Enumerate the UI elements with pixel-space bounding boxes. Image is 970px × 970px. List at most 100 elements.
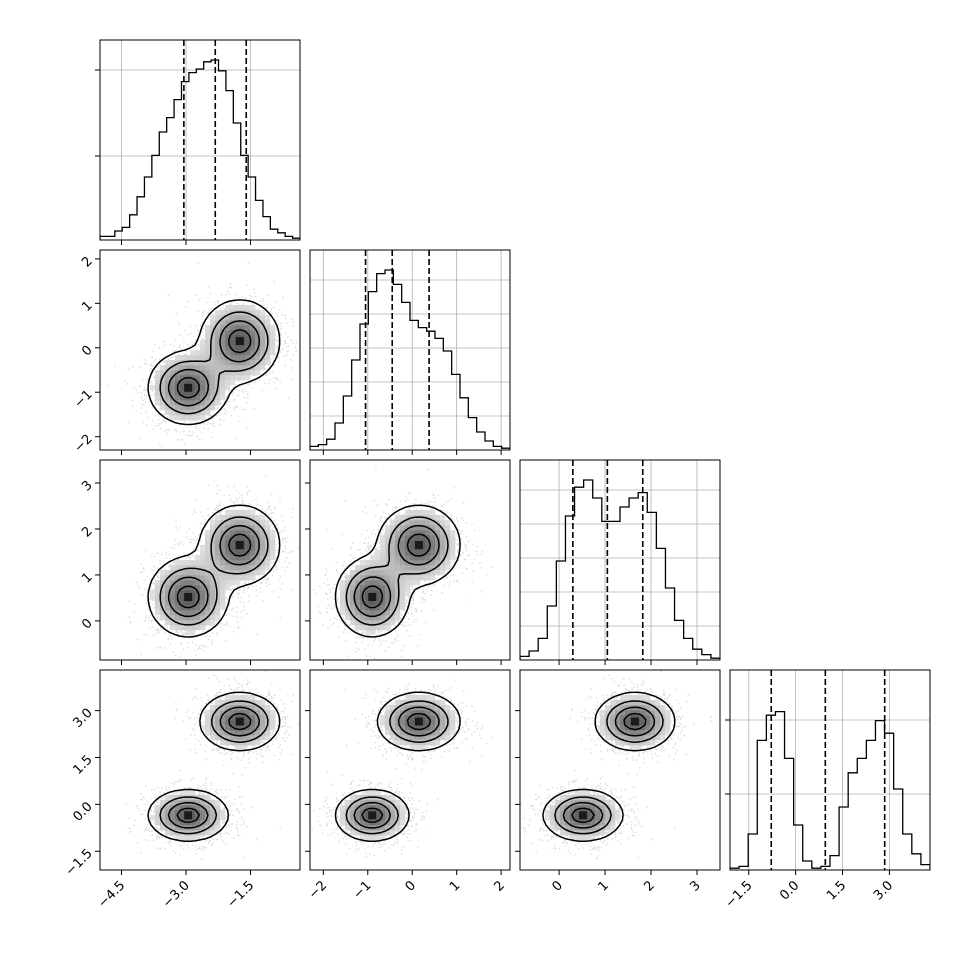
density-cell — [215, 325, 221, 331]
density-cell — [210, 340, 216, 346]
density-cell — [570, 835, 576, 841]
density-cell — [245, 355, 251, 361]
density-cell — [365, 570, 371, 576]
density-cell — [420, 710, 426, 716]
density-cell — [205, 395, 211, 401]
density-cell — [400, 535, 406, 541]
density-cell — [210, 400, 216, 406]
density-cell — [350, 595, 356, 601]
density-cell — [230, 360, 236, 366]
density-cell — [255, 340, 261, 346]
density-cell — [180, 405, 186, 411]
density-cell — [235, 575, 241, 581]
density-cell — [445, 555, 451, 561]
density-cell — [580, 790, 586, 796]
density-peak — [368, 593, 377, 602]
density-cell — [170, 570, 176, 576]
density-cell — [160, 370, 166, 376]
density-cell — [205, 570, 211, 576]
density-cell — [590, 835, 596, 841]
density-cell — [190, 605, 196, 611]
density-cell — [180, 625, 186, 631]
density-cell — [380, 605, 386, 611]
density-cell — [255, 565, 261, 571]
density-cell — [220, 515, 226, 521]
density-cell — [205, 795, 211, 801]
density-cell — [625, 695, 631, 701]
density-cell — [345, 800, 351, 806]
density-cell — [610, 700, 616, 706]
density-cell — [380, 540, 386, 546]
density-cell — [360, 565, 366, 571]
density-cell — [190, 815, 196, 821]
density-cell — [170, 585, 176, 591]
density-cell — [405, 590, 411, 596]
density-cell — [250, 720, 256, 726]
density-cell — [185, 580, 191, 586]
density-cell — [240, 355, 246, 361]
density-cell — [395, 555, 401, 561]
density-cell — [250, 540, 256, 546]
density-cell — [450, 710, 456, 716]
density-cell — [250, 555, 256, 561]
density-cell — [580, 830, 586, 836]
density-cell — [245, 335, 251, 341]
density-cell — [250, 515, 256, 521]
density-cell — [260, 735, 266, 741]
density-cell — [610, 800, 616, 806]
density-cell — [630, 695, 636, 701]
density-cell — [550, 820, 556, 826]
density-cell — [620, 720, 626, 726]
density-cell — [175, 560, 181, 566]
density-cell — [350, 615, 356, 621]
density-cell — [215, 395, 221, 401]
density-cell — [405, 510, 411, 516]
density-cell — [375, 595, 381, 601]
density-cell — [435, 540, 441, 546]
density-cell — [180, 620, 186, 626]
density-cell — [215, 540, 221, 546]
density-cell — [215, 345, 221, 351]
density-cell — [205, 620, 211, 626]
density-cell — [215, 810, 221, 816]
density-cell — [610, 710, 616, 716]
density-cell — [200, 825, 206, 831]
density-cell — [390, 820, 396, 826]
density-cell — [240, 725, 246, 731]
density-cell — [270, 350, 276, 356]
density-cell — [240, 710, 246, 716]
density-cell — [425, 540, 431, 546]
density-cell — [170, 365, 176, 371]
density-cell — [190, 600, 196, 606]
density-cell — [200, 565, 206, 571]
density-cell — [250, 550, 256, 556]
density-cell — [625, 730, 631, 736]
density-cell — [250, 525, 256, 531]
density-cell — [170, 410, 176, 416]
density-cell — [220, 585, 226, 591]
density-cell — [200, 360, 206, 366]
density-cell — [175, 820, 181, 826]
density-cell — [200, 395, 206, 401]
density-cell — [260, 710, 266, 716]
panel-3-1 — [305, 669, 511, 875]
density-cell — [210, 615, 216, 621]
density-cell — [155, 375, 161, 381]
density-cell — [395, 805, 401, 811]
density-cell — [230, 580, 236, 586]
density-cell — [190, 595, 196, 601]
density-cell — [430, 565, 436, 571]
density-cell — [610, 735, 616, 741]
density-cell — [190, 400, 196, 406]
density-cell — [195, 615, 201, 621]
density-cell — [225, 325, 231, 331]
density-cell — [365, 605, 371, 611]
density-cell — [270, 535, 276, 541]
density-cell — [660, 705, 666, 711]
density-cell — [395, 565, 401, 571]
density-cell — [395, 735, 401, 741]
density-cell — [210, 395, 216, 401]
density-cell — [205, 360, 211, 366]
density-cell — [410, 710, 416, 716]
